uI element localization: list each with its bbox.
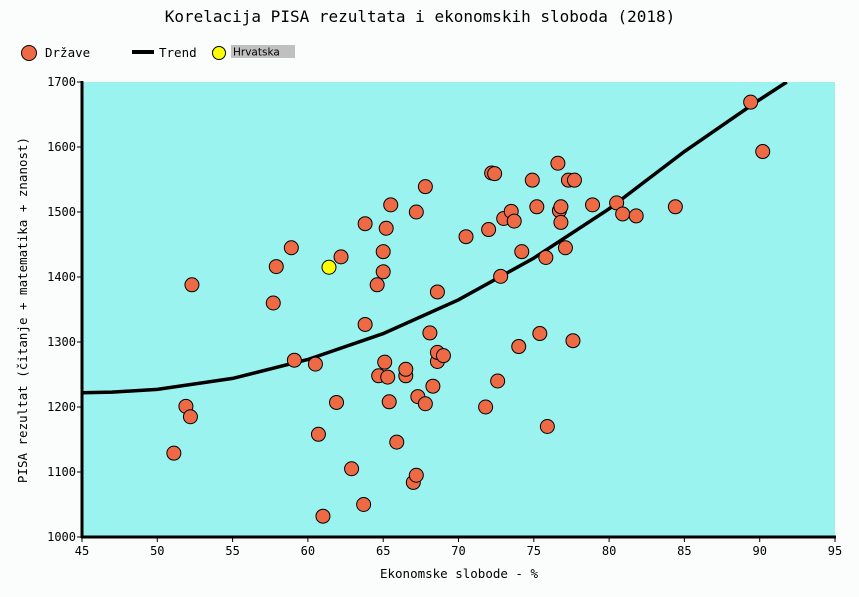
data-point <box>514 244 530 260</box>
data-point <box>553 214 569 230</box>
data-point <box>286 352 302 368</box>
data-point <box>378 220 394 236</box>
y-tick-label: 1500 <box>47 205 76 219</box>
data-point <box>550 155 566 171</box>
data-point <box>283 240 299 256</box>
data-point <box>357 216 373 232</box>
data-point-hrvatska <box>321 259 337 275</box>
data-point <box>333 249 349 265</box>
data-point <box>458 229 474 245</box>
data-point <box>184 277 200 293</box>
x-tick-label: 60 <box>301 544 315 558</box>
data-point <box>357 316 373 332</box>
data-point <box>565 333 581 349</box>
x-tick-label: 50 <box>150 544 164 558</box>
x-tick-label: 95 <box>828 544 842 558</box>
data-point <box>268 259 284 275</box>
data-point <box>557 240 573 256</box>
data-point <box>369 277 385 293</box>
legend-marker-hrvatska <box>212 46 226 60</box>
x-tick-label: 90 <box>752 544 766 558</box>
data-point <box>615 206 631 222</box>
data-point <box>667 199 683 215</box>
data-point <box>356 497 372 512</box>
data-point <box>307 356 323 372</box>
data-point <box>389 434 405 450</box>
data-point <box>265 295 281 311</box>
data-point <box>329 394 345 410</box>
data-point <box>490 373 506 389</box>
data-point <box>383 197 399 213</box>
data-point <box>511 339 527 355</box>
data-point <box>478 399 494 415</box>
y-tick-label: 1300 <box>47 335 76 349</box>
data-point <box>315 508 331 524</box>
y-tick-label: 1700 <box>47 75 76 89</box>
data-point <box>422 325 438 341</box>
legend-label-trend: Trend <box>159 45 197 60</box>
data-point <box>377 354 393 370</box>
y-tick-label: 1100 <box>47 465 76 479</box>
data-point <box>425 378 441 394</box>
data-point <box>310 426 326 442</box>
data-point <box>585 197 601 213</box>
data-point <box>566 172 582 188</box>
data-point <box>529 199 545 215</box>
data-point <box>524 172 540 188</box>
x-tick-label: 55 <box>225 544 239 558</box>
data-point <box>435 348 451 364</box>
x-tick-label: 85 <box>677 544 691 558</box>
data-point <box>628 208 644 224</box>
data-points <box>166 94 771 524</box>
data-point <box>506 213 522 229</box>
trend-line <box>82 82 788 395</box>
data-point <box>481 222 497 238</box>
y-tick-label: 1000 <box>47 530 76 544</box>
plot-area <box>82 82 835 537</box>
data-point <box>381 394 397 410</box>
data-point <box>182 409 198 425</box>
x-tick-label: 45 <box>75 544 89 558</box>
data-point <box>487 166 503 182</box>
x-axis-label: Ekonomske slobode - % <box>380 566 539 581</box>
data-point <box>344 461 360 477</box>
legend-label-hrvatska: Hrvatska <box>233 47 280 59</box>
x-axis-ticks: 45 50 55 60 65 70 75 80 85 90 95 <box>75 537 842 558</box>
x-tick-label: 70 <box>451 544 465 558</box>
chart-title: Korelacija PISA rezultata i ekonomskih s… <box>165 7 676 26</box>
data-point <box>539 419 555 434</box>
data-point <box>755 144 771 160</box>
legend: Države Trend Hrvatska <box>21 45 295 61</box>
data-point <box>375 244 391 260</box>
y-tick-label: 1600 <box>47 140 76 154</box>
y-tick-label: 1200 <box>47 400 76 414</box>
data-point <box>743 94 759 110</box>
y-axis-ticks: 1000 1100 1200 1300 1400 1500 1600 1700 <box>47 75 82 544</box>
data-point <box>553 199 569 215</box>
legend-label-drzave: Države <box>45 45 90 60</box>
data-point <box>417 396 433 412</box>
data-point <box>380 369 396 385</box>
data-point <box>408 204 424 220</box>
y-axis-label: PISA rezultat (čitanje + matematika + zn… <box>15 137 30 483</box>
legend-label-hrvatska-bg <box>231 45 295 58</box>
data-point <box>532 326 548 342</box>
data-point <box>429 284 445 300</box>
y-tick-label: 1400 <box>47 270 76 284</box>
data-point <box>417 179 433 195</box>
data-point <box>398 361 414 377</box>
x-tick-label: 65 <box>376 544 390 558</box>
x-tick-label: 75 <box>527 544 541 558</box>
x-tick-label: 80 <box>602 544 616 558</box>
data-point <box>538 250 554 265</box>
legend-marker-drzave <box>21 45 37 61</box>
data-point <box>493 268 509 284</box>
data-point <box>408 467 424 483</box>
data-point <box>166 445 182 461</box>
data-point <box>375 264 391 280</box>
